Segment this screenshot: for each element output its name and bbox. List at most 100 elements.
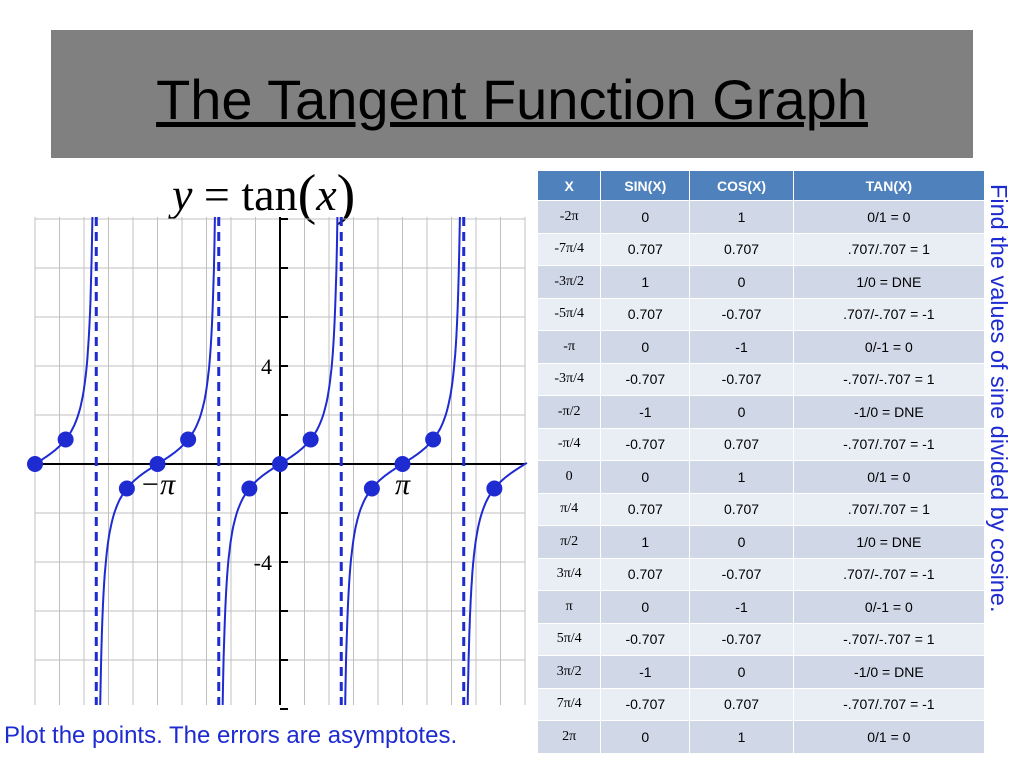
- cell-x: 3π/2: [536, 655, 602, 689]
- header-cos: COS(X): [689, 170, 794, 201]
- cell-tan: 0/1 = 0: [792, 460, 986, 494]
- cell-x: -3π/2: [536, 265, 602, 299]
- cell-tan: 1/0 = DNE: [792, 265, 986, 299]
- cell-cos: -1: [689, 330, 794, 364]
- cell-sin: -0.707: [600, 687, 691, 721]
- data-point: [486, 480, 503, 497]
- cell-x: 2π: [536, 720, 602, 754]
- cell-cos: 1: [689, 460, 794, 494]
- data-point: [180, 431, 197, 448]
- cell-cos: -0.707: [689, 622, 794, 656]
- table-row: -3π/2 1 0 1/0 = DNE: [536, 265, 986, 299]
- data-point: [57, 431, 74, 448]
- cell-cos: -0.707: [689, 297, 794, 331]
- table-row: -3π/4 -0.707 -0.707 -.707/-.707 = 1: [536, 362, 986, 396]
- cell-tan: -.707/.707 = -1: [792, 687, 986, 721]
- cell-cos: 0.707: [689, 492, 794, 526]
- cell-tan: 0/-1 = 0: [792, 330, 986, 364]
- data-point: [363, 480, 380, 497]
- cell-cos: 1: [689, 720, 794, 754]
- table-row: -2π 0 1 0/1 = 0: [536, 200, 986, 234]
- cell-tan: .707/-.707 = -1: [792, 557, 986, 591]
- y-tick-label: 4: [261, 354, 272, 379]
- equation-lhs: y: [172, 169, 193, 220]
- data-point: [149, 456, 166, 472]
- header-tan: TAN(X): [792, 170, 986, 201]
- table-row: 3π/2 -1 0 -1/0 = DNE: [536, 655, 986, 689]
- table-row: -π/4 -0.707 0.707 -.707/.707 = -1: [536, 427, 986, 461]
- table-row: -π/2 -1 0 -1/0 = DNE: [536, 395, 986, 429]
- equation-equals: =: [203, 169, 230, 220]
- cell-x: -3π/4: [536, 362, 602, 396]
- cell-x: 3π/4: [536, 557, 602, 591]
- cell-tan: 0/1 = 0: [792, 720, 986, 754]
- values-table: X SIN(X) COS(X) TAN(X) -2π 0 1 0/1 = 0 -7π/4…: [536, 170, 986, 754]
- title-bar: The Tangent Function Graph: [51, 30, 973, 158]
- cell-tan: -.707/.707 = -1: [792, 427, 986, 461]
- cell-cos: 1: [689, 200, 794, 234]
- cell-tan: -1/0 = DNE: [792, 655, 986, 689]
- cell-sin: 0: [600, 200, 691, 234]
- cell-sin: 0.707: [600, 297, 691, 331]
- cell-cos: 0.707: [689, 687, 794, 721]
- cell-tan: 0/1 = 0: [792, 200, 986, 234]
- cell-x: π: [536, 590, 602, 624]
- cell-sin: -0.707: [600, 427, 691, 461]
- cell-x: -π/2: [536, 395, 602, 429]
- cell-sin: 0.707: [600, 557, 691, 591]
- header-sin: SIN(X): [600, 170, 691, 201]
- cell-cos: 0.707: [689, 427, 794, 461]
- cell-cos: 0: [689, 265, 794, 299]
- cell-x: -π/4: [536, 427, 602, 461]
- cell-x: -5π/4: [536, 297, 602, 331]
- header-x: X: [536, 170, 602, 201]
- cell-tan: -.707/-.707 = 1: [792, 622, 986, 656]
- cell-x: π/4: [536, 492, 602, 526]
- equation-arg: x: [316, 169, 337, 220]
- table-row: 3π/4 0.707 -0.707.707/-.707 = -1: [536, 557, 986, 591]
- data-point: [26, 456, 43, 472]
- data-point: [302, 431, 319, 448]
- cell-x: -2π: [536, 200, 602, 234]
- table-row: -π 0 -1 0/-1 = 0: [536, 330, 986, 364]
- cell-cos: 0.707: [689, 232, 794, 266]
- data-point: [241, 480, 258, 497]
- cell-tan: -.707/-.707 = 1: [792, 362, 986, 396]
- cell-sin: 0: [600, 460, 691, 494]
- x-tick-label: −π: [140, 468, 176, 501]
- cell-sin: 0: [600, 330, 691, 364]
- cell-sin: -0.707: [600, 622, 691, 656]
- cell-tan: 1/0 = DNE: [792, 525, 986, 559]
- cell-sin: -1: [600, 395, 691, 429]
- cell-tan: .707/.707 = 1: [792, 232, 986, 266]
- cell-cos: 0: [689, 525, 794, 559]
- equation-close-paren: ): [336, 164, 356, 226]
- cell-sin: -1: [600, 655, 691, 689]
- cell-sin: 0.707: [600, 232, 691, 266]
- data-point: [425, 431, 442, 448]
- data-point: [118, 480, 135, 497]
- cell-x: 7π/4: [536, 687, 602, 721]
- cell-tan: .707/.707 = 1: [792, 492, 986, 526]
- table-row: π/4 0.707 0.707.707/.707 = 1: [536, 492, 986, 526]
- data-point: [394, 456, 411, 472]
- cell-cos: -1: [689, 590, 794, 624]
- caption: Plot the points. The errors are asymptot…: [4, 722, 458, 749]
- cell-sin: 0.707: [600, 492, 691, 526]
- data-point: [272, 456, 288, 472]
- cell-cos: 0: [689, 395, 794, 429]
- cell-x: 5π/4: [536, 622, 602, 656]
- tangent-graph: 4 -4 −π π: [26, 217, 528, 710]
- cell-sin: 1: [600, 265, 691, 299]
- cell-tan: 0/-1 = 0: [792, 590, 986, 624]
- cell-cos: -0.707: [689, 557, 794, 591]
- cell-tan: .707/-.707 = -1: [792, 297, 986, 331]
- cell-sin: 0: [600, 590, 691, 624]
- cell-x: 0: [536, 460, 602, 494]
- table-row: π/2 1 0 1/0 = DNE: [536, 525, 986, 559]
- table-row: 7π/4 -0.707 0.707 -.707/.707 = -1: [536, 687, 986, 721]
- table-body: -2π 0 1 0/1 = 0 -7π/4 0.707 0.707.707/.707 = 1…: [536, 200, 986, 754]
- cell-x: -π: [536, 330, 602, 364]
- equation: y = tan(x): [172, 163, 355, 227]
- equation-open-paren: (: [297, 164, 317, 226]
